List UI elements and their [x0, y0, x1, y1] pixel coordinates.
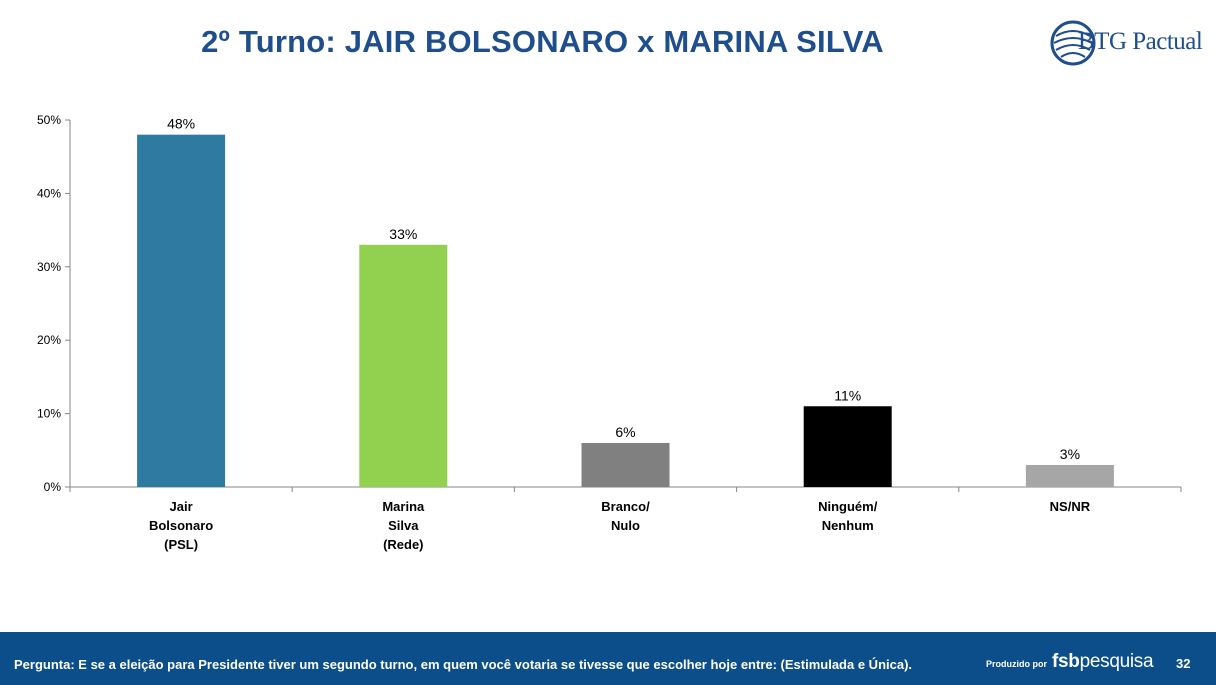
data-label: 33%	[389, 226, 417, 242]
fsb-logo: fsbpesquisa	[1052, 651, 1154, 673]
bar	[581, 442, 670, 487]
btg-logo-text: BTG Pactual	[1078, 28, 1203, 55]
x-category-label: Ninguém/	[818, 499, 878, 514]
page-number: 32	[1176, 656, 1191, 671]
x-category-label: Jair	[170, 499, 193, 514]
x-category-label: Silva	[388, 518, 419, 533]
x-category-label: (Rede)	[383, 537, 423, 552]
y-tick-label: 10%	[37, 407, 61, 421]
bar	[1025, 464, 1114, 487]
fsb-logo-prefix: fsb	[1052, 651, 1080, 672]
y-tick-label: 50%	[37, 113, 61, 127]
bar	[803, 406, 892, 487]
y-tick-label: 20%	[37, 333, 61, 347]
y-tick-label: 30%	[37, 260, 61, 274]
survey-question: Pergunta: E se a eleição para Presidente…	[14, 657, 913, 672]
produced-by-label: Produzido por	[986, 659, 1047, 669]
x-category-label: NS/NR	[1050, 499, 1091, 514]
bar	[137, 134, 226, 487]
data-label: 11%	[834, 387, 861, 403]
x-category-label: Nulo	[611, 518, 640, 533]
x-category-label: Branco/	[601, 499, 650, 514]
data-label: 6%	[615, 424, 635, 440]
page-title: 2º Turno: JAIR BOLSONARO x MARINA SILVA	[201, 24, 884, 59]
bar	[359, 244, 448, 487]
fsb-logo-suffix: pesquisa	[1079, 651, 1154, 672]
footer-bar	[0, 632, 1216, 685]
y-tick-label: 0%	[44, 480, 62, 494]
data-label: 48%	[167, 116, 195, 132]
bar-chart: 0% 10% 20% 30% 40% 50% 48% Jair Bolsonaro (PSL) 33…	[37, 113, 1182, 552]
x-category-label: Marina	[382, 499, 425, 514]
x-category-label: Bolsonaro	[149, 518, 213, 533]
x-category-label: (PSL)	[164, 537, 198, 552]
y-tick-label: 40%	[37, 186, 61, 200]
x-category-label: Nenhum	[822, 518, 874, 533]
btg-logo-icon	[1050, 20, 1096, 66]
data-label: 3%	[1060, 446, 1080, 462]
